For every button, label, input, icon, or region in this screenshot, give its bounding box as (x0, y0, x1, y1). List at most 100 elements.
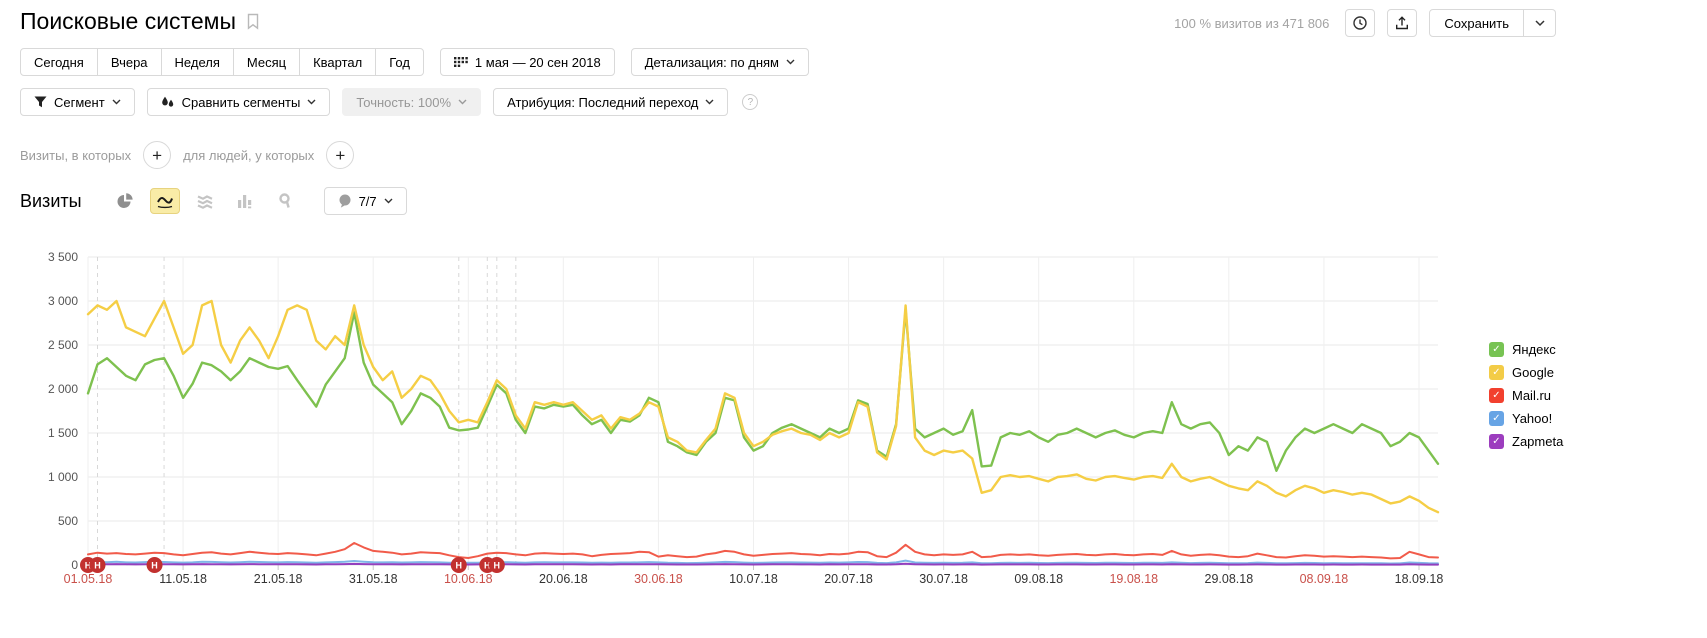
annotation-circle (89, 557, 106, 573)
y-tick-label: 3 500 (48, 250, 78, 264)
annotation-circle (450, 557, 467, 573)
visits-chart: 0 500 1 000 1 500 2 000 2 500 3 000 3 500 01.05.… (18, 228, 1478, 605)
chart-legend: ✓ Яндекс ✓ Google ✓ Mail.ru ✓ Yahoo! ✓ Zapmeta (1489, 342, 1563, 449)
save-button[interactable]: Сохранить (1429, 9, 1524, 37)
chevron-down-icon (705, 99, 714, 105)
x-tick-label: 30.06.18 (634, 572, 683, 586)
help-icon[interactable]: ? (742, 94, 759, 110)
legend-label: Google (1512, 365, 1554, 380)
add-people-condition-button[interactable]: + (326, 141, 355, 169)
legend-label: Yahoo! (1512, 411, 1553, 426)
chevron-down-icon (786, 59, 795, 65)
x-tick-label: 18.09.18 (1395, 572, 1444, 586)
series-Яндекс[interactable] (86, 308, 1440, 473)
legend-label: Яндекс (1512, 342, 1556, 357)
y-tick-label: 0 (71, 558, 78, 572)
series-Mail.ru[interactable] (87, 542, 1439, 560)
period-button-5[interactable]: Год (375, 48, 424, 76)
annotation-glyph: Н (494, 561, 501, 571)
attribution-button[interactable]: Атрибуция: Последний переход (493, 88, 729, 116)
date-range-button[interactable]: 1 мая — 20 сен 2018 (439, 48, 615, 76)
chevron-down-icon (384, 198, 393, 204)
chart-type-pie-button[interactable] (110, 188, 140, 214)
annotation-marker[interactable]: Н (488, 557, 505, 573)
annotation-glyph: Н (94, 561, 101, 571)
annotation-glyph: Н (484, 561, 491, 571)
save-dropdown-button[interactable] (1524, 9, 1556, 37)
column-chart-icon (236, 192, 254, 210)
titlebar: Поисковые системы (20, 8, 260, 35)
y-tick-label: 1 000 (48, 470, 78, 484)
period-button-2[interactable]: Неделя (160, 48, 234, 76)
add-visit-condition-button[interactable]: + (143, 141, 172, 169)
legend-checkbox[interactable]: ✓ (1489, 342, 1504, 357)
x-tick-label: 08.09.18 (1300, 572, 1349, 586)
annotations-count: 7/7 (358, 193, 377, 209)
legend-item-Yahoo![interactable]: ✓ Yahoo! (1489, 411, 1563, 426)
segmentation-conditions: Визиты, в которых + для людей, у которых… (20, 141, 355, 169)
annotation-marker[interactable]: Н (450, 557, 467, 573)
compare-segments-button[interactable]: Сравнить сегменты (146, 88, 331, 116)
legend-checkbox[interactable]: ✓ (1489, 365, 1504, 380)
export-icon (1394, 15, 1410, 31)
y-tick-label: 500 (58, 514, 78, 528)
x-tick-label: 20.06.18 (539, 572, 588, 586)
annotation-marker[interactable]: Н (89, 557, 106, 573)
funnel-icon (34, 96, 47, 108)
export-button[interactable] (1387, 9, 1418, 37)
period-toolbar: Сегодня Вчера Неделя Месяц Квартал Год 1 мая … (20, 48, 809, 76)
attribution-label: Атрибуция: Последний переход (507, 94, 699, 110)
chart-type-map-button[interactable] (270, 188, 300, 214)
segment-button[interactable]: Сегмент (20, 88, 135, 116)
y-tick-label: 3 000 (48, 294, 78, 308)
detalization-label: Детализация: по дням (644, 54, 779, 70)
chart-type-line-button[interactable] (149, 188, 180, 214)
legend-item-Яндекс[interactable]: ✓ Яндекс (1489, 342, 1563, 357)
period-button-1[interactable]: Вчера (96, 48, 162, 76)
x-tick-label: 20.07.18 (824, 572, 873, 586)
clock-icon (1352, 15, 1368, 31)
stacked-area-icon (196, 192, 214, 210)
period-button-0[interactable]: Сегодня (20, 48, 98, 76)
visits-line-chart: 0 500 1 000 1 500 2 000 2 500 3 000 3 500 01.05.… (48, 250, 1444, 586)
x-tick-label: 31.05.18 (349, 572, 398, 586)
accuracy-button[interactable]: Точность: 100% (342, 88, 482, 116)
legend-checkbox[interactable]: ✓ (1489, 388, 1504, 403)
annotation-glyph: Н (151, 561, 158, 571)
x-tick-label: 29.08.18 (1205, 572, 1254, 586)
series-Zapmeta[interactable] (87, 562, 1439, 566)
compare-segments-label: Сравнить сегменты (181, 94, 301, 110)
calendar-grid-icon (453, 56, 468, 69)
annotation-marker[interactable]: Н (146, 557, 163, 573)
x-tick-label: 19.08.18 (1109, 572, 1158, 586)
bookmark-icon[interactable] (246, 13, 260, 30)
x-tick-label: 09.08.18 (1014, 572, 1063, 586)
chevron-down-icon (1534, 19, 1545, 27)
x-tick-label: 10.06.18 (444, 572, 493, 586)
legend-item-Zapmeta[interactable]: ✓ Zapmeta (1489, 434, 1563, 449)
save-split-button: Сохранить (1429, 9, 1556, 37)
period-button-4[interactable]: Квартал (299, 48, 377, 76)
series-Google[interactable] (86, 299, 1440, 514)
chevron-down-icon (112, 99, 121, 105)
chart-type-stacked-button[interactable] (190, 188, 220, 214)
legend-checkbox[interactable]: ✓ (1489, 411, 1504, 426)
period-button-3[interactable]: Месяц (232, 48, 301, 76)
chevron-down-icon (307, 99, 316, 105)
map-pin-icon (276, 192, 294, 210)
history-button[interactable] (1345, 9, 1376, 37)
sampling-info: 100 % визитов из 471 806 (1174, 15, 1330, 31)
series-Yahoo![interactable] (87, 559, 1439, 565)
pie-chart-icon (116, 192, 134, 210)
legend-item-Mail.ru[interactable]: ✓ Mail.ru (1489, 388, 1563, 403)
chart-type-columns-button[interactable] (230, 188, 260, 214)
visits-condition-label: Визиты, в которых (20, 147, 132, 163)
annotation-glyph: Н (85, 561, 92, 571)
annotations-dropdown-button[interactable]: 7/7 (323, 187, 407, 215)
legend-label: Zapmeta (1512, 434, 1564, 449)
legend-item-Google[interactable]: ✓ Google (1489, 365, 1563, 380)
detalization-button[interactable]: Детализация: по дням (630, 48, 809, 76)
x-tick-label: 30.07.18 (919, 572, 968, 586)
legend-checkbox[interactable]: ✓ (1489, 434, 1504, 449)
